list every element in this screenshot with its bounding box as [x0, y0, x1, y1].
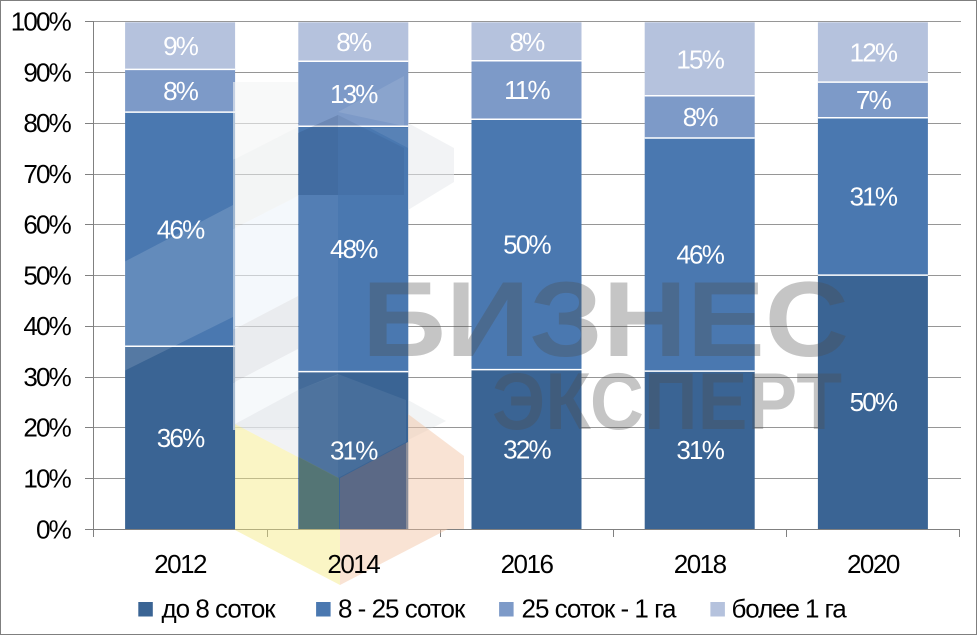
svg-text:2018: 2018: [674, 549, 727, 579]
svg-text:12%: 12%: [850, 37, 898, 67]
svg-text:31%: 31%: [330, 436, 378, 466]
svg-text:до 8 соток: до 8 соток: [162, 594, 277, 624]
svg-text:20%: 20%: [23, 413, 71, 443]
svg-text:50%: 50%: [850, 387, 898, 417]
svg-text:8%: 8%: [510, 27, 546, 57]
svg-text:60%: 60%: [23, 210, 71, 240]
svg-text:ЭКСПЕРТ: ЭКСПЕРТ: [492, 357, 842, 447]
svg-text:100%: 100%: [11, 7, 72, 37]
svg-text:2020: 2020: [847, 549, 900, 579]
svg-text:46%: 46%: [157, 214, 205, 244]
svg-text:50%: 50%: [503, 230, 551, 260]
svg-text:50%: 50%: [23, 260, 71, 290]
svg-text:БИЗНЕС: БИЗНЕС: [362, 259, 849, 379]
svg-text:8%: 8%: [163, 76, 199, 106]
svg-text:2012: 2012: [154, 549, 207, 579]
svg-text:2014: 2014: [327, 549, 380, 579]
svg-text:31%: 31%: [676, 435, 724, 465]
svg-text:80%: 80%: [23, 108, 71, 138]
svg-text:2016: 2016: [501, 549, 554, 579]
svg-text:40%: 40%: [23, 311, 71, 341]
svg-text:7%: 7%: [856, 85, 892, 115]
svg-text:46%: 46%: [676, 240, 724, 270]
svg-text:48%: 48%: [330, 234, 378, 264]
svg-text:32%: 32%: [503, 435, 551, 465]
svg-text:8 - 25 соток: 8 - 25 соток: [338, 594, 466, 624]
svg-text:10%: 10%: [23, 464, 71, 494]
svg-text:8%: 8%: [336, 27, 372, 57]
svg-text:9%: 9%: [163, 31, 199, 61]
svg-text:0%: 0%: [36, 514, 72, 544]
svg-text:90%: 90%: [23, 57, 71, 87]
svg-text:15%: 15%: [676, 44, 724, 74]
svg-text:70%: 70%: [23, 159, 71, 189]
svg-text:11%: 11%: [504, 75, 550, 105]
svg-text:8%: 8%: [683, 102, 719, 132]
svg-text:13%: 13%: [330, 79, 378, 109]
svg-text:36%: 36%: [157, 423, 205, 453]
svg-text:более 1 га: более 1 га: [732, 594, 848, 624]
svg-text:30%: 30%: [23, 362, 71, 392]
svg-text:25 соток - 1 га: 25 соток - 1 га: [522, 594, 677, 624]
svg-text:31%: 31%: [850, 182, 898, 212]
